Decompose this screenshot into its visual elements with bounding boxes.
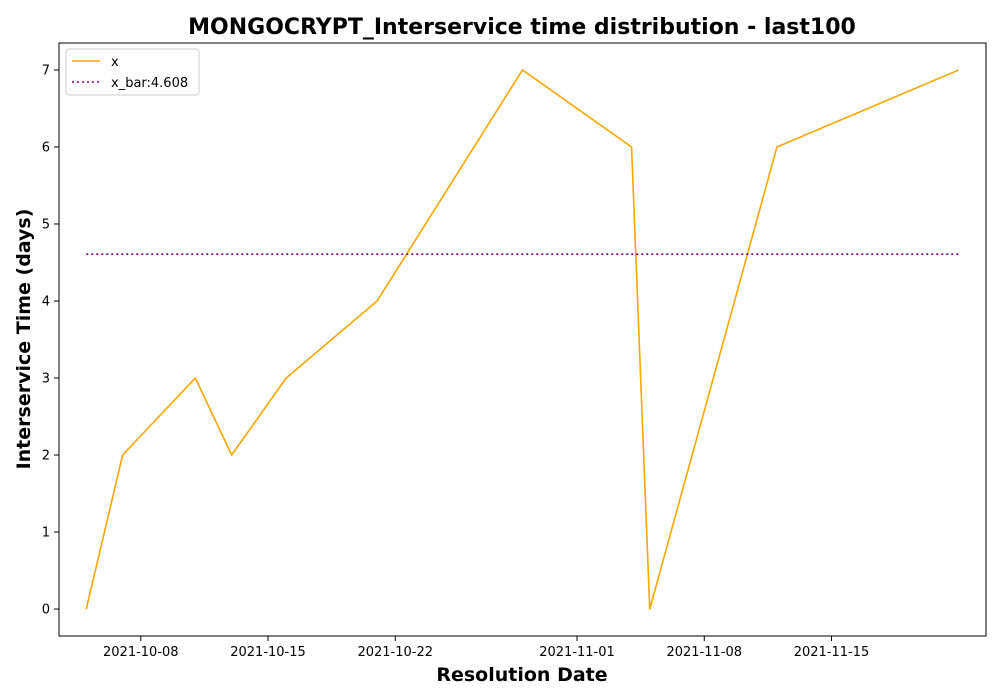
legend: x x_bar:4.608 [65,48,200,96]
plot-area [58,42,987,637]
legend-label-x-bar: x_bar:4.608 [111,76,188,91]
y-tick-label: 6 [42,140,50,155]
y-tick-label: 0 [42,603,50,618]
series-layer [85,69,960,610]
y-tick-label: 3 [42,372,50,387]
y-axis-label: Interservice Time (days) [13,209,35,470]
x-tick-label: 2021-11-08 [666,645,742,660]
y-tick-label: 4 [42,294,50,309]
x-tick-label: 2021-10-08 [103,645,179,660]
y-tick-label: 2 [42,449,50,464]
legend-label-x: x [111,55,119,70]
chart-title: MONGOCRYPT_Interservice time distributio… [188,15,856,40]
series-line-x [85,69,960,610]
x-tick-label: 2021-10-15 [230,645,306,660]
y-tick-label: 7 [42,63,50,78]
y-tick-label: 1 [42,526,50,541]
x-tick-label: 2021-11-15 [794,645,870,660]
x-axis: 2021-10-08 2021-10-15 2021-10-22 2021-11-01… [103,636,869,660]
x-tick-label: 2021-11-01 [539,645,615,660]
x-tick-label: 2021-10-22 [357,645,433,660]
y-tick-label: 5 [42,217,50,232]
y-axis: 0 1 2 3 4 5 6 7 [42,63,59,618]
x-axis-label: Resolution Date [436,664,607,686]
